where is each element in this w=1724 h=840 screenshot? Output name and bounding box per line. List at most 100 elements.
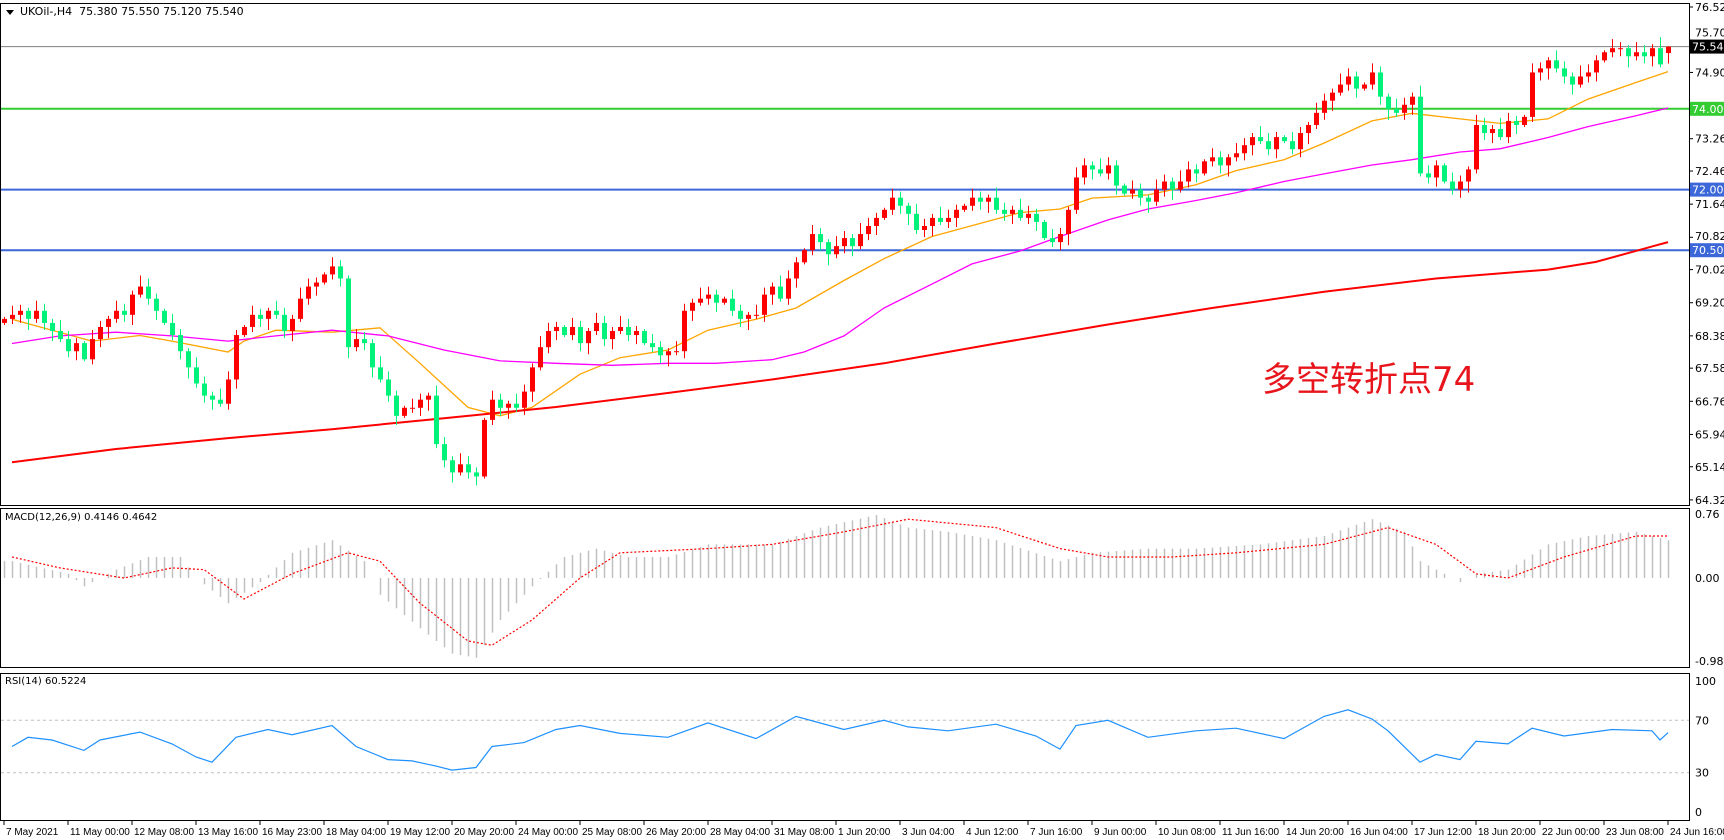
candle (1098, 158, 1103, 177)
candle-body (106, 318, 111, 327)
x-tick-label: 16 Jun 04:00 (1350, 827, 1408, 838)
x-tick-label: 10 Jun 08:00 (1158, 827, 1216, 838)
candle (666, 348, 671, 367)
candle-body (50, 322, 55, 332)
candle (194, 357, 199, 388)
candle-body (1442, 165, 1447, 182)
candle (1658, 37, 1663, 68)
symbol-timeframe: UKOil-,H4 (20, 5, 73, 18)
candle-body (162, 310, 167, 323)
candle-body (1306, 124, 1311, 134)
candle-body (1506, 120, 1511, 138)
candle (898, 191, 903, 214)
candle (538, 336, 543, 371)
candle (1018, 198, 1023, 221)
candle (1090, 161, 1095, 180)
candle-body (42, 310, 47, 323)
candle (210, 391, 215, 410)
macd-panel-frame (0, 508, 1690, 668)
candle (1002, 202, 1007, 221)
candle (426, 392, 431, 411)
candle (842, 231, 847, 254)
main-panel-frame (0, 3, 1690, 506)
candle-body (1186, 169, 1191, 182)
candle (1650, 44, 1655, 67)
candle (1386, 93, 1391, 120)
candle (234, 329, 239, 389)
macd-y-tick-label: 0.76 (1695, 508, 1720, 521)
rsi-y-tick-label: 70 (1695, 714, 1709, 727)
candle-body (1666, 46, 1671, 54)
candle (1282, 135, 1287, 144)
candle-body (1082, 165, 1087, 178)
candle (1482, 117, 1487, 141)
candle (994, 187, 999, 214)
x-tick-label: 17 Jun 12:00 (1414, 827, 1472, 838)
candle-body (1098, 169, 1103, 174)
candle-body (1010, 209, 1015, 214)
candle-body (146, 286, 151, 299)
x-tick-label: 14 Jun 20:00 (1286, 827, 1344, 838)
x-tick-label: 7 Jun 16:00 (1030, 827, 1083, 838)
x-tick-label: 18 Jun 20:00 (1478, 827, 1536, 838)
candle-body (770, 286, 775, 295)
candle (370, 339, 375, 378)
candle-body (1474, 124, 1479, 170)
candle-body (586, 331, 591, 344)
candle (978, 191, 983, 210)
candle-body (938, 217, 943, 222)
candle-body (1530, 72, 1535, 117)
candle-body (1618, 48, 1623, 50)
candle-body (34, 310, 39, 319)
candle (1250, 133, 1255, 156)
candle (946, 209, 951, 228)
annotation-text: 多空转折点74 (1262, 360, 1476, 400)
macd-label: MACD(12,26,9) 0.4146 0.4642 (5, 512, 158, 523)
candle-body (1602, 52, 1607, 61)
candle (1642, 45, 1647, 64)
candle-body (274, 310, 279, 315)
candle-body (714, 294, 719, 303)
candle-body (762, 294, 767, 315)
candle (274, 300, 279, 319)
candle-body (1330, 92, 1335, 101)
candle (594, 312, 599, 336)
candle (1306, 121, 1311, 145)
candle-body (1554, 60, 1559, 69)
y-tick-label: 65.940 (1695, 428, 1724, 441)
candle-body (1434, 165, 1439, 178)
candle-body (474, 472, 479, 477)
candle-body (994, 197, 999, 210)
candle-body (170, 322, 175, 336)
candle (1082, 158, 1087, 185)
dropdown-triangle-icon[interactable] (6, 9, 14, 15)
candle-body (578, 326, 583, 344)
candle-body (1234, 153, 1239, 158)
candle (1410, 92, 1415, 115)
candle-body (706, 294, 711, 299)
candle-body (1218, 157, 1223, 166)
x-tick-label: 4 Jun 12:00 (966, 827, 1019, 838)
candle (1202, 159, 1207, 176)
candle (1498, 117, 1503, 141)
candle (298, 287, 303, 322)
candle-body (730, 298, 735, 311)
candle-body (882, 209, 887, 218)
candle-body (1274, 137, 1279, 150)
candle (258, 308, 263, 327)
candle-body (1642, 52, 1647, 57)
candle-body (266, 310, 271, 319)
candle-body (562, 326, 567, 336)
candle-body (1482, 124, 1487, 134)
candle (1634, 42, 1639, 61)
candle-body (906, 205, 911, 214)
candle (674, 341, 679, 356)
candle-body (1042, 221, 1047, 239)
y-tick-label: 66.760 (1695, 395, 1724, 408)
candle (138, 275, 143, 298)
candle-body (1146, 197, 1151, 202)
candle-body (1378, 72, 1383, 97)
candle (2, 316, 7, 325)
candle (1338, 73, 1343, 96)
